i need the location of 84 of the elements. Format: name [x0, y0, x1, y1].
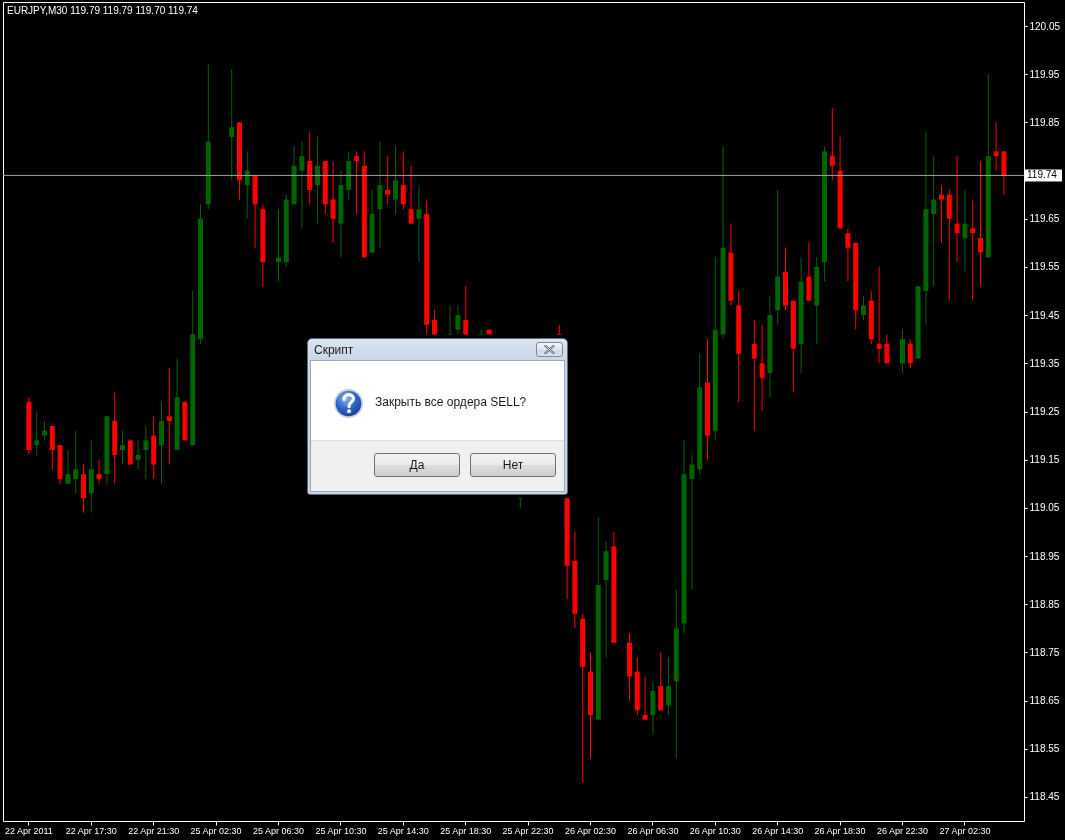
candlestick — [73, 430, 79, 494]
x-tick-label: 22 Apr 21:30 — [128, 825, 180, 836]
candlestick — [759, 324, 765, 412]
y-tick-label: 119.85 — [1029, 116, 1060, 128]
y-tick-label: 120.05 — [1029, 20, 1061, 32]
candlestick — [517, 497, 523, 509]
y-tick-label: 119.95 — [1029, 68, 1060, 80]
x-tick-label: 26 Apr 14:30 — [752, 825, 804, 836]
x-tick-label: 25 Apr 18:30 — [440, 825, 492, 836]
candlestick — [244, 150, 250, 220]
y-tick-label: 118.85 — [1029, 598, 1060, 610]
candlestick — [416, 184, 422, 263]
x-tick-label: 26 Apr 10:30 — [689, 825, 741, 836]
candlestick — [845, 227, 851, 282]
candlestick — [447, 305, 453, 335]
x-tick-label: 25 Apr 10:30 — [315, 825, 367, 836]
y-tick-label: 119.15 — [1029, 454, 1060, 466]
x-tick-label: 26 Apr 02:30 — [564, 825, 617, 836]
candlestick — [65, 449, 71, 485]
y-tick-label: 118.95 — [1029, 550, 1060, 562]
candlestick — [993, 121, 999, 172]
candlestick — [884, 333, 890, 364]
x-tick-label: 22 Apr 2011 — [4, 825, 53, 836]
ref-line-label: 119.74 — [1027, 169, 1058, 181]
y-tick-label: 119.25 — [1029, 406, 1060, 417]
annotation: Скрипт — [314, 343, 354, 357]
y-tick-label: 119.65 — [1029, 213, 1060, 225]
candlestick — [970, 199, 976, 302]
candlestick — [861, 295, 866, 321]
y-tick-label: 118.75 — [1029, 646, 1060, 658]
dialog-box: Скрипт Закрыть все ордера SELL? Да Нет — [307, 338, 568, 495]
candlestick — [907, 338, 913, 369]
y-tick-label: 118.65 — [1029, 695, 1060, 707]
candlestick — [34, 411, 40, 456]
y-tick-label: 119.05 — [1029, 502, 1060, 514]
y-tick-label: 118.55 — [1029, 743, 1060, 755]
candlestick — [432, 309, 437, 335]
x-tick-label: 26 Apr 22:30 — [876, 825, 929, 836]
x-tick-label: 25 Apr 02:30 — [190, 825, 242, 836]
candlestick — [408, 165, 414, 225]
candlestick — [393, 146, 398, 215]
candlestick — [299, 141, 305, 229]
x-tick-label: 25 Apr 14:30 — [377, 825, 429, 836]
candlestick — [642, 675, 648, 721]
y-tick-label: 119.45 — [1029, 309, 1060, 321]
candlestick — [143, 425, 149, 480]
candlestick — [876, 266, 882, 364]
candlestick — [166, 367, 172, 465]
button: Да — [374, 453, 460, 477]
candlestick — [939, 184, 944, 244]
x-tick-label: 26 Apr 06:30 — [627, 825, 679, 836]
candlestick — [96, 459, 102, 485]
candlestick — [962, 189, 968, 273]
x-tick-label: 26 Apr 18:30 — [814, 825, 866, 836]
y-tick-label: 119.55 — [1029, 261, 1060, 273]
candlestick — [400, 150, 406, 210]
candlestick — [829, 107, 835, 181]
y-tick-label: 119.35 — [1029, 357, 1060, 369]
candlestick — [229, 68, 235, 181]
candlestick — [354, 150, 359, 215]
button: Нет — [470, 453, 556, 477]
candlestick — [556, 324, 562, 335]
candlestick — [666, 656, 671, 716]
x-tick-label: 22 Apr 17:30 — [65, 825, 117, 836]
candlestick — [463, 285, 469, 335]
candlestick — [135, 439, 141, 470]
candlestick — [751, 319, 757, 432]
annotation: Закрыть все ордера SELL? — [375, 395, 527, 409]
candlestick — [276, 208, 281, 282]
candlestick — [978, 160, 983, 287]
candlestick — [120, 430, 125, 465]
candlestick — [455, 305, 461, 335]
candlestick — [931, 155, 937, 287]
candlestick — [330, 160, 336, 244]
candlestick — [315, 136, 320, 225]
chart-title: EURJPY,M30 119.79 119.79 119.70 119.74 — [7, 5, 199, 16]
x-tick-label: 25 Apr 06:30 — [252, 825, 305, 836]
candlestick — [954, 155, 960, 263]
x-tick-label: 25 Apr 22:30 — [502, 825, 554, 836]
candlestick — [689, 454, 695, 591]
y-tick-label: 118.45 — [1029, 791, 1060, 803]
candlestick — [385, 155, 391, 205]
x-tick-label: 27 Apr 02:30 — [939, 825, 991, 836]
candlestick — [42, 420, 47, 441]
